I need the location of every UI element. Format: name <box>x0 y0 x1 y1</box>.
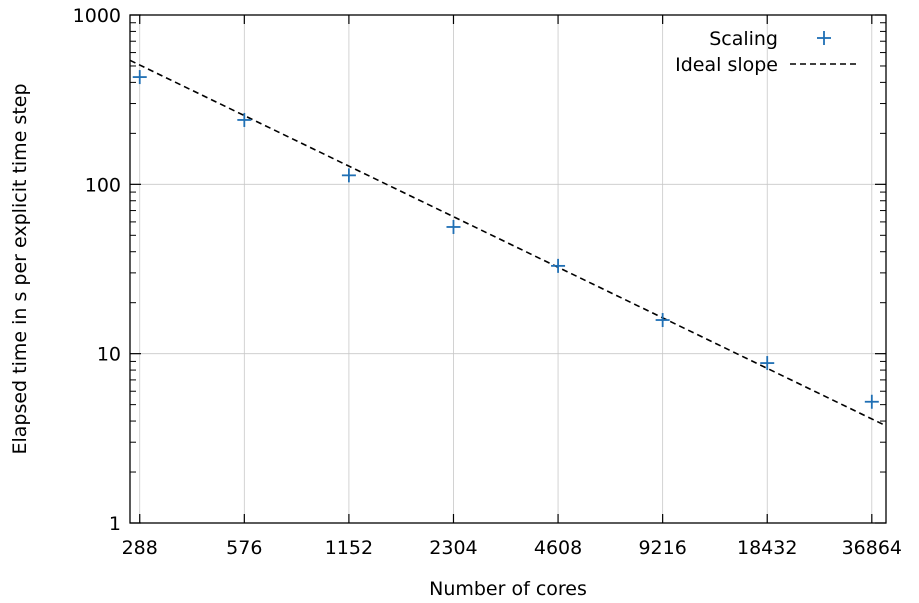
x-axis-title: Number of cores <box>429 578 587 600</box>
y-tick-label: 1000 <box>73 5 121 27</box>
x-tick-label: 1152 <box>325 537 373 559</box>
data-point <box>760 356 775 371</box>
data-point <box>551 258 566 273</box>
data-point <box>655 313 670 328</box>
y-tick-label: 100 <box>85 174 121 196</box>
data-point <box>132 70 147 85</box>
x-tick-label: 576 <box>226 537 262 559</box>
y-tick-label: 10 <box>97 344 121 366</box>
plot-frame <box>129 14 887 524</box>
data-point <box>237 112 252 127</box>
legend-label-ideal-slope: Ideal slope <box>675 54 778 76</box>
data-point <box>446 219 461 234</box>
y-axis-title: Elapsed time in s per explicit time step <box>9 83 31 454</box>
x-tick-label: 18432 <box>737 537 797 559</box>
ideal-slope-line <box>129 59 887 427</box>
x-tick-label: 288 <box>122 537 158 559</box>
y-tick-label: 1 <box>109 513 121 535</box>
x-tick-label: 2304 <box>429 537 477 559</box>
x-axis-ticks: 288 576 1152 2304 4608 9216 18432 36864 <box>122 15 902 559</box>
legend-label-scaling: Scaling <box>709 28 778 50</box>
data-point <box>341 168 356 183</box>
x-tick-label: 9216 <box>638 537 686 559</box>
x-tick-label: 4608 <box>534 537 582 559</box>
ideal-slope-segment <box>129 59 887 427</box>
y-axis-ticks: 1 10 100 1000 <box>73 5 886 535</box>
legend: Scaling Ideal slope <box>675 28 860 76</box>
grid-lines <box>130 15 886 523</box>
scaling-points <box>132 70 879 409</box>
x-tick-label: 36864 <box>842 537 902 559</box>
data-point <box>864 394 879 409</box>
legend-marker-scaling <box>817 31 831 45</box>
